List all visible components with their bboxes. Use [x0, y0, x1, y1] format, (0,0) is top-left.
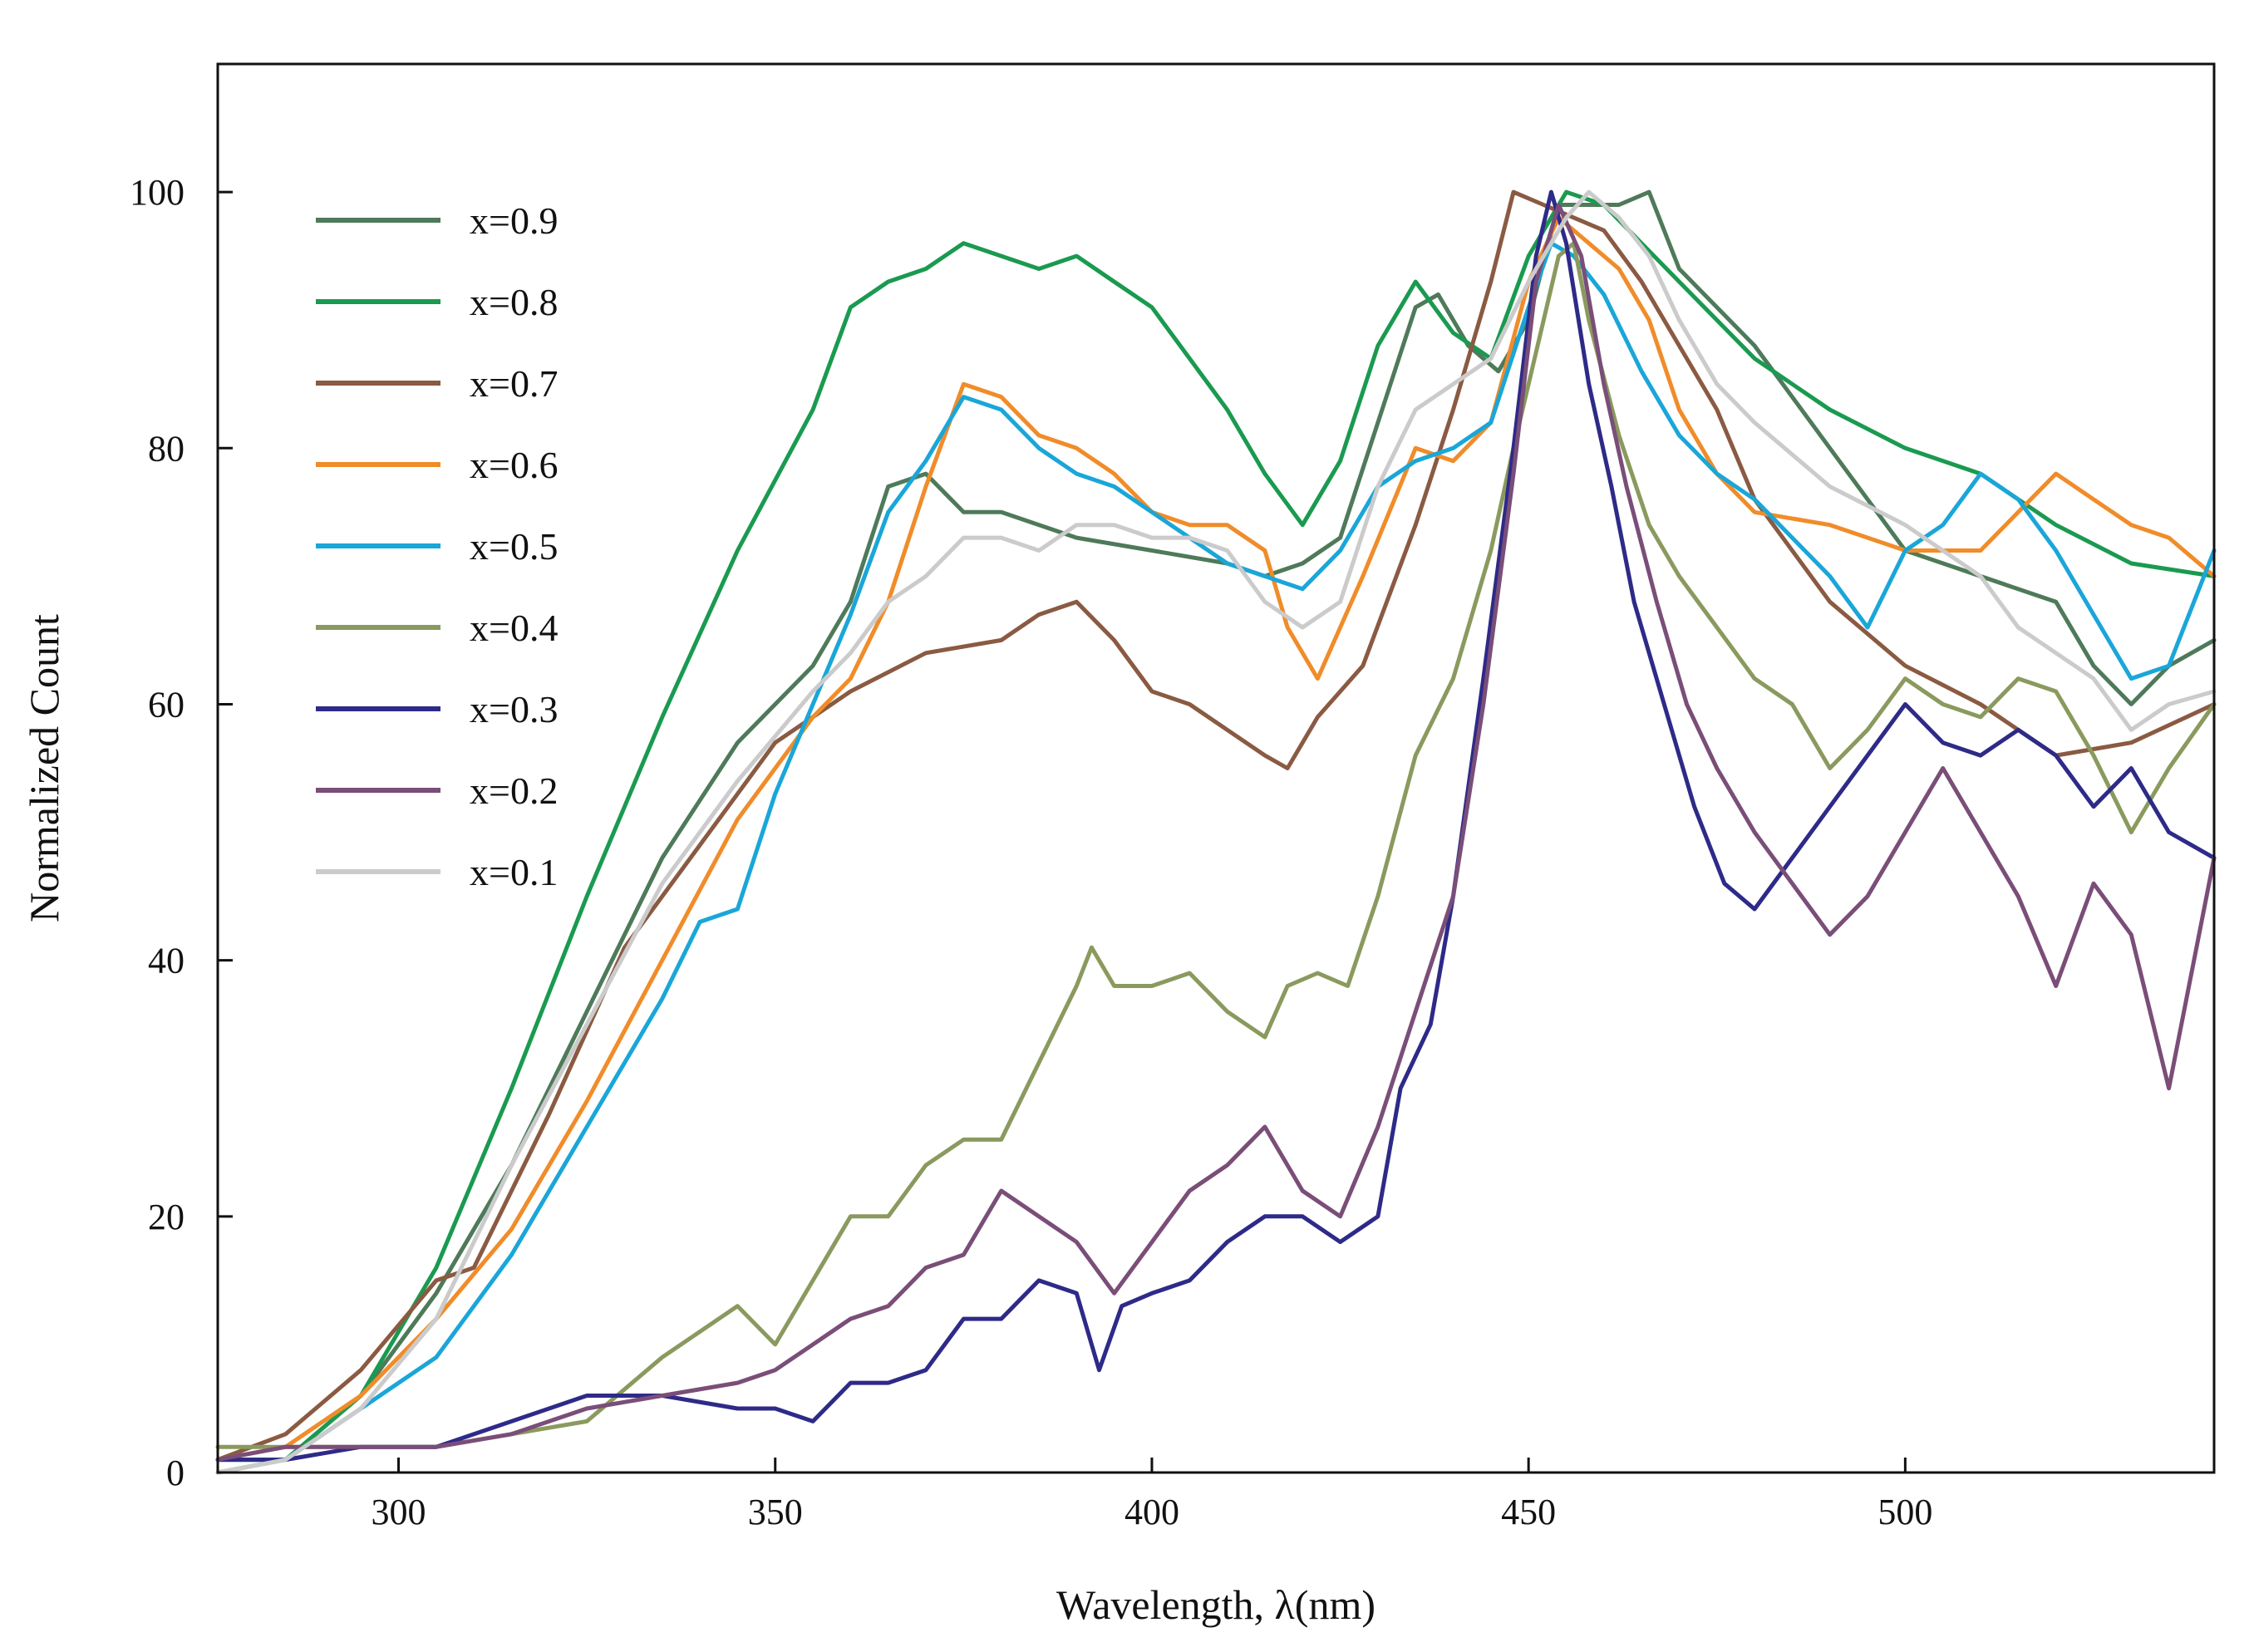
x-tick-label: 350 — [748, 1492, 803, 1532]
legend-label: x=0.5 — [470, 525, 558, 568]
x-tick-label: 400 — [1124, 1492, 1179, 1532]
legend-item: x=0.6 — [316, 444, 558, 486]
legend-label: x=0.6 — [470, 444, 558, 486]
series-layer — [215, 189, 2217, 1475]
plot-frame — [216, 62, 2216, 1474]
legend: x=0.9 x=0.8 x=0.7 x=0.6 x=0.5 x=0.4 x=0.3 x=0.2… — [316, 199, 558, 893]
y-tick-label: 0 — [166, 1453, 185, 1493]
y-axis-title: Normalized Count — [21, 614, 67, 922]
series-line-x=0.4 — [215, 241, 2217, 1449]
legend-item: x=0.2 — [316, 769, 558, 812]
series-line-x=0.8 — [215, 189, 2217, 1475]
legend-item: x=0.1 — [316, 851, 558, 893]
y-tick-label: 40 — [148, 941, 185, 981]
series-line-x=0.9 — [215, 189, 2217, 1463]
legend-label: x=0.2 — [470, 769, 558, 812]
legend-label: x=0.1 — [470, 851, 558, 893]
x-tick-label: 300 — [372, 1492, 426, 1532]
axis-ticks: 300 350 400 450 500 0 20 40 60 80 100 — [130, 172, 1932, 1532]
series-line-x=0.2 — [215, 203, 2217, 1463]
legend-item: x=0.4 — [316, 607, 558, 649]
series-line-x=0.7 — [215, 189, 2217, 1463]
series-line-x=0.6 — [215, 215, 2217, 1463]
legend-item: x=0.3 — [316, 688, 558, 730]
y-tick-label: 100 — [130, 172, 185, 213]
legend-label: x=0.3 — [470, 688, 558, 730]
legend-item: x=0.7 — [316, 362, 558, 405]
series-line-x=0.3 — [215, 189, 2217, 1463]
legend-label: x=0.4 — [470, 607, 558, 649]
x-axis-title: Wavelength, λ(nm) — [1056, 1581, 1375, 1628]
x-tick-label: 450 — [1501, 1492, 1556, 1532]
y-tick-label: 80 — [148, 428, 185, 469]
y-tick-label: 60 — [148, 684, 185, 725]
legend-label: x=0.7 — [470, 362, 558, 405]
x-tick-label: 500 — [1877, 1492, 1932, 1532]
legend-label: x=0.9 — [470, 199, 558, 242]
series-line-x=0.1 — [215, 189, 2217, 1475]
y-tick-label: 20 — [148, 1197, 185, 1237]
legend-item: x=0.9 — [316, 199, 558, 242]
legend-item: x=0.8 — [316, 281, 558, 323]
series-line-x=0.5 — [215, 241, 2217, 1463]
legend-item: x=0.5 — [316, 525, 558, 568]
legend-label: x=0.8 — [470, 281, 558, 323]
